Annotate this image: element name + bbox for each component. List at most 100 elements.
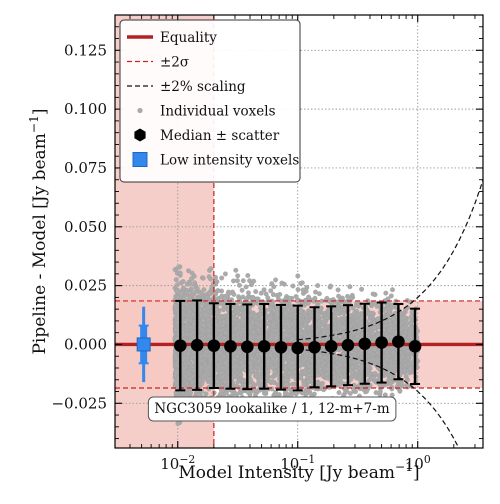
voxel-point (233, 327, 238, 332)
voxel-point (372, 326, 377, 331)
voxel-point (268, 379, 273, 384)
voxel-point (294, 294, 299, 299)
voxel-point (376, 351, 381, 356)
voxel-point (236, 385, 241, 390)
voxel-point (374, 390, 379, 395)
voxel-point (385, 357, 390, 362)
voxel-point (316, 373, 321, 378)
voxel-point (192, 281, 197, 286)
voxel-point (350, 365, 355, 370)
voxel-point (316, 313, 321, 318)
voxel-point (181, 391, 186, 396)
voxel-point (287, 333, 292, 338)
voxel-point (251, 279, 256, 284)
voxel-point (291, 284, 296, 289)
voxel-point (184, 290, 189, 295)
voxel-point (186, 269, 191, 274)
voxel-point (232, 317, 237, 322)
voxel-point (296, 274, 301, 279)
voxel-point (221, 320, 226, 325)
voxel-point (316, 302, 321, 307)
voxel-point (189, 287, 194, 292)
voxel-point (273, 328, 278, 333)
voxel-point (266, 321, 271, 326)
voxel-point (269, 306, 274, 311)
voxel-point (187, 309, 192, 314)
voxel-point (307, 364, 312, 369)
voxel-point (388, 363, 393, 368)
voxel-point (268, 353, 273, 358)
voxel-point (209, 266, 214, 271)
voxel-point (218, 351, 223, 356)
voxel-point (404, 326, 409, 331)
voxel-point (378, 389, 383, 394)
voxel-point (175, 283, 180, 288)
voxel-point (283, 365, 288, 370)
voxel-point (290, 382, 295, 387)
voxel-point (348, 391, 353, 396)
voxel-point (244, 285, 249, 290)
voxel-point (268, 289, 273, 294)
voxel-point (246, 273, 251, 278)
voxel-point (296, 287, 301, 292)
voxel-point (207, 291, 212, 296)
voxel-point (406, 349, 411, 354)
voxel-point (271, 375, 276, 380)
voxel-point (202, 373, 207, 378)
voxel-point (240, 288, 245, 293)
voxel-point (367, 312, 372, 317)
voxel-point (251, 381, 256, 386)
voxel-point (277, 292, 282, 297)
voxel-point (398, 389, 403, 394)
voxel-point (290, 366, 295, 371)
voxel-point (269, 302, 274, 307)
voxel-point (404, 374, 409, 379)
voxel-point (349, 313, 354, 318)
voxel-point (332, 375, 337, 380)
voxel-point (273, 278, 278, 283)
voxel-point (336, 311, 341, 316)
voxel-point (399, 382, 404, 387)
voxel-point (350, 370, 355, 375)
voxel-point (403, 363, 408, 368)
voxel-point (190, 292, 195, 297)
voxel-point (348, 284, 353, 289)
voxel-point (188, 282, 193, 287)
voxel-point (205, 295, 210, 300)
voxel-point (282, 282, 287, 287)
voxel-point (253, 314, 258, 319)
voxel-point (231, 279, 236, 284)
voxel-point (174, 277, 179, 282)
voxel-point (355, 319, 360, 324)
voxel-point (406, 355, 411, 360)
voxel-point (221, 307, 226, 312)
voxel-point (392, 368, 397, 373)
voxel-point (237, 283, 242, 288)
voxel-point (336, 324, 341, 329)
voxel-point (316, 380, 321, 385)
voxel-point (319, 306, 324, 311)
voxel-point (339, 357, 344, 362)
voxel-point (181, 286, 186, 291)
voxel-point (302, 382, 307, 387)
voxel-point (268, 316, 273, 321)
voxel-point (367, 373, 372, 378)
voxel-point (287, 296, 292, 301)
voxel-point (312, 392, 317, 397)
voxel-point (201, 276, 206, 281)
voxel-point (371, 292, 376, 297)
voxel-point (371, 352, 376, 357)
voxel-point (390, 304, 395, 309)
voxel-point (287, 354, 292, 359)
voxel-point (185, 382, 190, 387)
voxel-point (300, 281, 305, 286)
voxel-point (195, 286, 200, 291)
voxel-point (317, 320, 322, 325)
voxel-point (298, 375, 303, 380)
voxel-point (270, 281, 275, 286)
voxel-point (384, 291, 389, 296)
voxel-point (325, 372, 330, 377)
voxel-point (300, 391, 305, 396)
voxel-point (337, 390, 342, 395)
